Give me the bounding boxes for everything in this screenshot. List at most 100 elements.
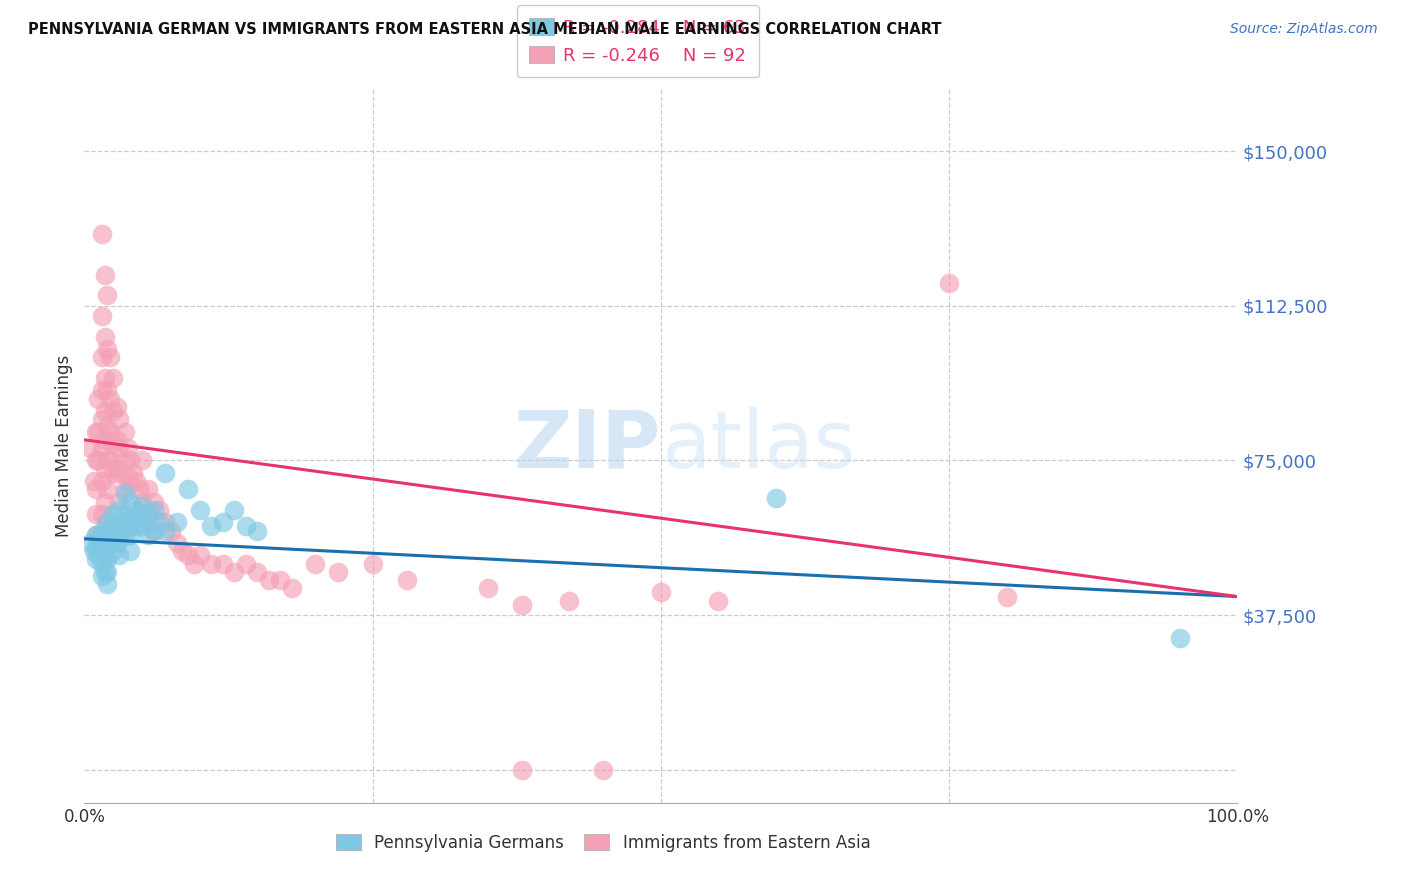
Point [90,227,112,241]
Point [94,527,117,541]
Point [94,329,117,343]
Point [117,470,139,484]
Point [96,288,118,302]
Point [87,392,110,406]
Text: PENNSYLVANIA GERMAN VS IMMIGRANTS FROM EASTERN ASIA MEDIAN MALE EARNINGS CORRELA: PENNSYLVANIA GERMAN VS IMMIGRANTS FROM E… [28,22,942,37]
Point [84,540,107,554]
Point [188,549,211,563]
Point [246,524,269,538]
Point [188,503,211,517]
Point [120,478,142,492]
Point [96,453,118,467]
Point [117,516,139,530]
Point [172,544,194,558]
Point [108,466,131,480]
Point [200,557,222,571]
Point [142,524,165,538]
Y-axis label: Median Male Earnings: Median Male Earnings [55,355,73,537]
Point [98,425,121,439]
Point [96,552,118,566]
Point [142,494,165,508]
Point [131,499,153,513]
Point [110,524,132,538]
Point [121,466,143,480]
Point [96,565,118,579]
Point [84,425,107,439]
Text: ZIP: ZIP [513,407,661,485]
Point [114,483,136,497]
Point [94,565,117,579]
Point [938,276,960,290]
Legend: Pennsylvania Germans, Immigrants from Eastern Asia: Pennsylvania Germans, Immigrants from Ea… [329,828,877,859]
Point [136,483,159,497]
Point [121,519,143,533]
Point [94,540,117,554]
Point [131,494,153,508]
Point [120,453,142,467]
Point [98,524,121,538]
Point [96,516,118,530]
Point [707,593,730,607]
Point [96,342,118,356]
Point [87,532,110,546]
Point [114,486,136,500]
Point [96,540,118,554]
Point [557,593,579,607]
Point [117,441,139,455]
Point [90,412,112,426]
Point [177,549,200,563]
Point [269,573,291,587]
Point [114,507,136,521]
Point [120,511,142,525]
Point [108,494,131,508]
Point [108,532,131,546]
Point [103,544,124,558]
Point [103,371,124,385]
Point [125,474,148,488]
Point [512,598,534,612]
Point [1168,631,1191,645]
Point [103,507,124,521]
Point [200,519,222,533]
Point [128,511,150,525]
Point [108,549,131,563]
Point [512,763,534,777]
Point [83,544,105,558]
Point [995,590,1018,604]
Point [96,483,118,497]
Point [94,404,117,418]
Point [90,524,112,538]
Point [90,384,112,398]
Point [128,483,150,497]
Point [105,400,128,414]
Point [108,441,131,455]
Point [96,527,118,541]
Point [246,565,269,579]
Point [125,519,148,533]
Point [96,577,118,591]
Point [87,549,110,563]
Point [396,573,419,587]
Point [160,524,183,538]
Point [98,453,121,467]
Point [224,565,246,579]
Point [211,557,233,571]
Point [166,516,188,530]
Point [105,433,128,447]
Point [90,309,112,323]
Text: atlas: atlas [661,407,855,485]
Point [148,516,170,530]
Point [235,557,257,571]
Point [148,503,170,517]
Point [131,519,153,533]
Point [103,404,124,418]
Point [477,582,499,596]
Point [361,557,384,571]
Text: Source: ZipAtlas.com: Source: ZipAtlas.com [1230,22,1378,37]
Point [94,461,117,475]
Point [108,503,131,517]
Point [120,527,142,541]
Point [120,494,142,508]
Point [120,544,142,558]
Point [136,516,159,530]
